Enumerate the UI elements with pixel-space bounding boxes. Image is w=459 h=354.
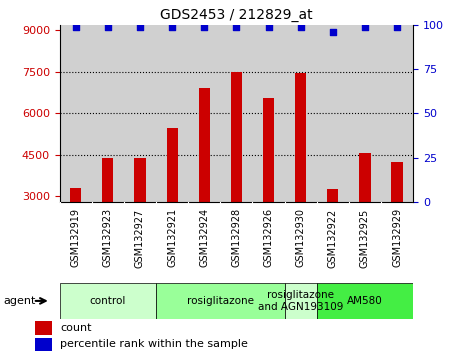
Text: GSM132924: GSM132924 [199, 208, 209, 267]
Point [168, 24, 176, 29]
Text: GSM132927: GSM132927 [135, 208, 145, 268]
Text: AM580: AM580 [347, 296, 383, 306]
Text: rosiglitazone: rosiglitazone [187, 296, 254, 306]
Bar [263, 98, 274, 202]
Text: agent: agent [3, 296, 35, 306]
Bar [231, 72, 242, 202]
Point [233, 24, 240, 29]
Bar [349, 25, 381, 202]
Bar [317, 283, 413, 319]
Text: GSM132929: GSM132929 [392, 208, 402, 267]
Bar [295, 73, 306, 202]
Bar [134, 158, 146, 202]
Text: rosiglitazone
and AGN193109: rosiglitazone and AGN193109 [258, 290, 343, 312]
Bar [285, 25, 317, 202]
Point [361, 24, 369, 29]
Bar [381, 25, 413, 202]
Bar [327, 189, 338, 202]
Bar [359, 153, 370, 202]
Bar [70, 188, 81, 202]
Bar [60, 283, 156, 319]
Text: percentile rank within the sample: percentile rank within the sample [60, 339, 248, 349]
Point [265, 24, 272, 29]
Title: GDS2453 / 212829_at: GDS2453 / 212829_at [160, 8, 313, 22]
Bar [60, 25, 92, 202]
Bar [392, 162, 403, 202]
Bar [102, 158, 113, 202]
Bar [124, 25, 156, 202]
Bar [35, 321, 52, 335]
Text: GSM132919: GSM132919 [71, 208, 81, 267]
Bar [285, 283, 317, 319]
Text: control: control [90, 296, 126, 306]
Point [297, 24, 304, 29]
Bar [167, 129, 178, 202]
Bar [252, 25, 285, 202]
Text: count: count [60, 323, 92, 333]
Bar [35, 338, 52, 351]
Point [104, 24, 112, 29]
Bar [156, 283, 285, 319]
Point [136, 24, 144, 29]
Text: GSM132928: GSM132928 [231, 208, 241, 267]
Bar [199, 88, 210, 202]
Bar [156, 25, 188, 202]
Bar [92, 25, 124, 202]
Point [393, 24, 401, 29]
Text: GSM132926: GSM132926 [263, 208, 274, 267]
Bar [188, 25, 220, 202]
Bar [317, 25, 349, 202]
Text: GSM132923: GSM132923 [103, 208, 113, 267]
Bar [220, 25, 252, 202]
Text: GSM132925: GSM132925 [360, 208, 370, 268]
Text: GSM132930: GSM132930 [296, 208, 306, 267]
Point [201, 24, 208, 29]
Point [329, 29, 336, 35]
Point [72, 24, 79, 29]
Text: GSM132922: GSM132922 [328, 208, 338, 268]
Text: GSM132921: GSM132921 [167, 208, 177, 267]
